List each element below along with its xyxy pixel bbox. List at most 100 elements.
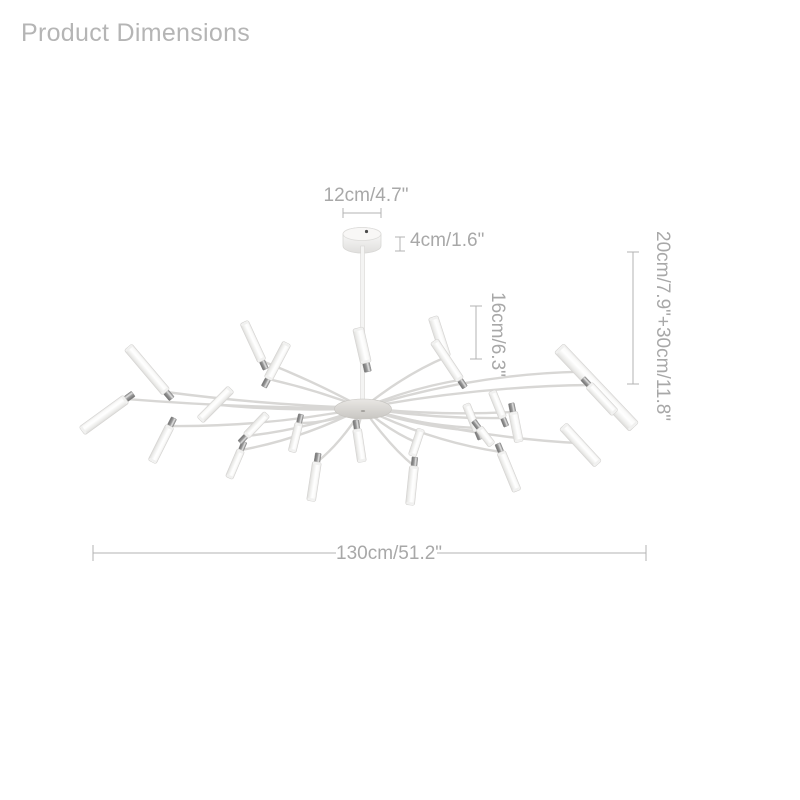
tube-end-cap: [197, 415, 205, 423]
tube-light: [225, 440, 247, 480]
tube-end-cap: [410, 466, 418, 470]
tube-end-cap: [307, 497, 316, 501]
canopy-screw-dot: [364, 229, 369, 234]
tube-body: [352, 326, 372, 365]
tube-body: [288, 422, 303, 453]
tube-end-cap: [165, 424, 174, 431]
hanging-rod: [360, 245, 365, 405]
tube-light: [148, 416, 177, 464]
dim-line-total-width: [92, 545, 647, 561]
central-hub: [334, 398, 392, 420]
tube-end-cap: [610, 408, 618, 416]
tube-end-cap: [236, 449, 244, 454]
tube-end-cap: [555, 344, 566, 354]
tube-body: [240, 320, 266, 363]
tube-light: [494, 442, 521, 493]
dimension-lines: [92, 208, 647, 561]
tube-light: [237, 411, 270, 445]
tube-end-cap: [160, 387, 169, 395]
tube-end-cap: [487, 440, 495, 447]
tube-end-cap: [357, 458, 366, 462]
tube-light: [306, 452, 322, 502]
ceiling-canopy: [342, 227, 382, 254]
dim-bracket-canopy-width: [342, 208, 382, 218]
arm: [361, 370, 583, 410]
tube-end-cap: [80, 425, 87, 435]
tube-light: [288, 413, 304, 453]
tube-light: [559, 423, 602, 467]
tube-end-cap: [409, 452, 416, 457]
tube-end-cap: [353, 327, 364, 332]
tube-body: [430, 338, 464, 383]
tube-body: [408, 427, 425, 458]
dim-bracket-tube-length: [470, 305, 482, 360]
tube-end-cap: [455, 375, 463, 382]
tube-end-cap: [509, 411, 518, 416]
tube-end-cap: [586, 382, 594, 390]
tube-light: [352, 326, 372, 373]
tube-body: [124, 344, 170, 395]
tube-end-cap: [560, 423, 569, 431]
tube-end-cap: [476, 426, 484, 433]
tube-end-cap: [257, 356, 266, 363]
tube-body: [306, 461, 322, 502]
tube-light: [471, 419, 495, 447]
tube-body: [197, 386, 234, 423]
tube-light: [430, 338, 468, 390]
tube-body: [488, 389, 507, 420]
tube-end-cap: [431, 339, 439, 346]
tube-end-cap: [312, 462, 321, 466]
tube-light: [79, 391, 136, 435]
tube-end-cap: [125, 344, 134, 352]
tube-body: [476, 426, 495, 447]
tube-end-cap: [244, 431, 251, 438]
tube-light: [124, 344, 175, 401]
dim-label-canopy-height: 4cm/1.6": [410, 230, 485, 251]
chrome-ferrule: [313, 452, 322, 463]
tube-end-cap: [353, 429, 362, 433]
tube-light: [197, 386, 234, 423]
tube-lights: [79, 315, 639, 506]
tube-end-cap: [406, 501, 414, 505]
chrome-ferrule: [352, 419, 361, 430]
tube-body: [405, 465, 419, 506]
tube-end-cap: [497, 451, 506, 456]
tube-light: [240, 320, 269, 371]
chrome-ferrule: [410, 456, 419, 467]
tube-light: [352, 419, 367, 463]
dim-label-tube-length: 16cm/6.3": [487, 292, 508, 377]
tube-end-cap: [265, 374, 273, 381]
dim-label-canopy-width: 12cm/4.7": [323, 185, 409, 206]
tube-light: [580, 376, 618, 416]
tube-end-cap: [121, 395, 128, 405]
tube-light: [488, 389, 509, 428]
tube-end-cap: [226, 386, 234, 394]
tube-end-cap: [592, 459, 601, 467]
tube-end-cap: [463, 403, 471, 408]
tube-body: [508, 411, 524, 443]
dim-label-drop-height: 20cm/7.9"+30cm/11.8": [652, 231, 673, 422]
tube-end-cap: [289, 448, 296, 453]
tube-end-cap: [262, 412, 269, 419]
tube-end-cap: [282, 341, 290, 348]
tube-body: [243, 411, 270, 439]
tube-body: [352, 428, 367, 463]
tube-body: [225, 448, 245, 480]
dim-bracket-canopy-height: [395, 236, 405, 252]
tube-end-cap: [512, 487, 521, 492]
tube-body: [79, 395, 129, 435]
tube-body: [148, 424, 174, 464]
tube-end-cap: [240, 320, 249, 327]
tube-end-cap: [417, 428, 424, 433]
tube-end-cap: [295, 422, 302, 427]
tube-body: [586, 382, 618, 416]
tube-body: [497, 450, 521, 493]
tube-light: [261, 341, 291, 389]
tube-end-cap: [627, 421, 638, 431]
tube-light: [508, 402, 524, 443]
tube-end-cap: [360, 359, 371, 364]
tube-body: [264, 341, 291, 381]
tube-end-cap: [498, 414, 506, 419]
